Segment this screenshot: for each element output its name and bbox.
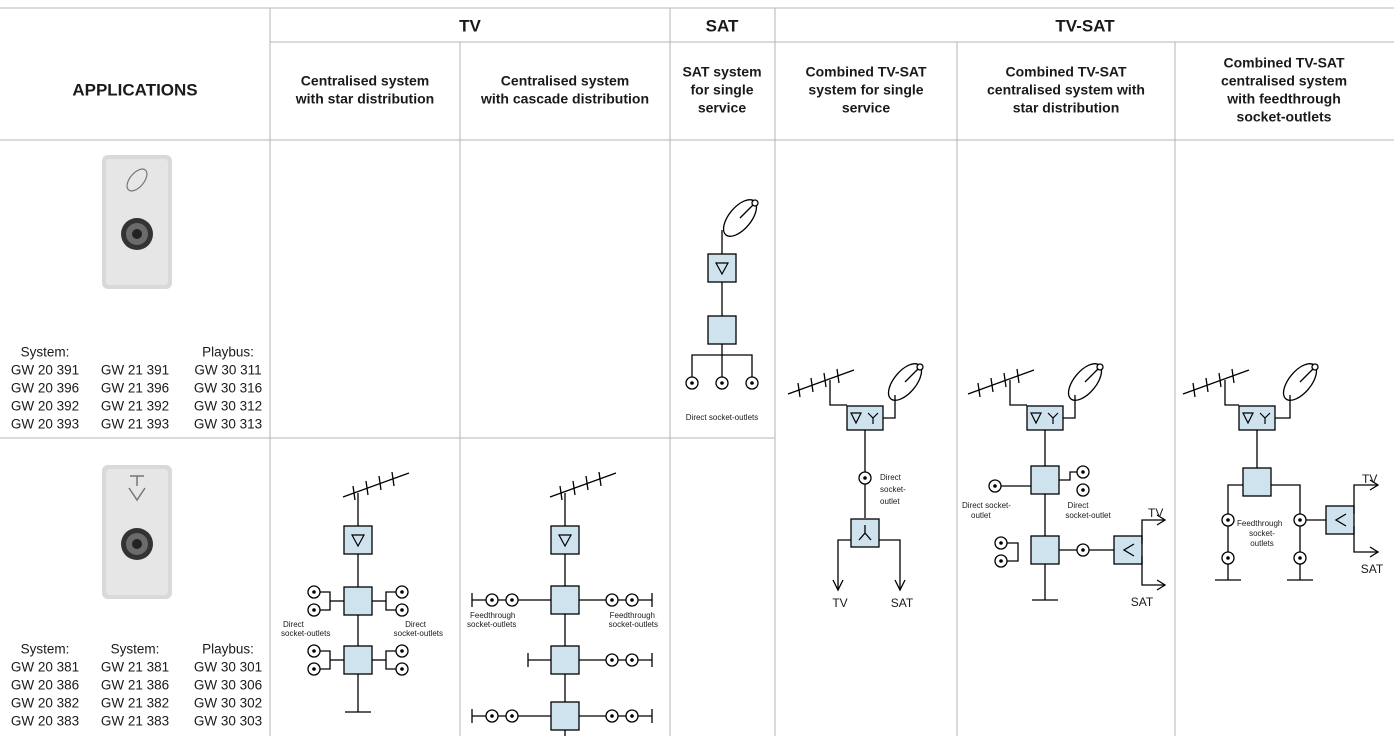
product-code: GW 30 312	[194, 399, 262, 414]
product-code: GW 30 311	[194, 363, 261, 378]
table: APPLICATIONS TV SAT TV-SAT Centralised s…	[0, 0, 1394, 736]
group-title: TV	[459, 16, 481, 35]
group-title: SAT	[706, 16, 739, 35]
page: APPLICATIONS TV SAT TV-SAT Centralised s…	[0, 0, 1394, 736]
column-title: system for single	[808, 82, 923, 98]
diagram-tv-star: Direct socket-outlets Direct socket-outl…	[281, 472, 443, 712]
column-title: with feedthrough	[1226, 91, 1341, 107]
product-code: GW 20 392	[11, 399, 79, 414]
label: TV	[1148, 506, 1163, 520]
group-title: TV-SAT	[1055, 16, 1115, 35]
product-code: Playbus:	[202, 345, 254, 360]
column-title: service	[698, 100, 746, 116]
label: socket-outlet	[1065, 511, 1111, 520]
product-code: GW 20 393	[11, 417, 79, 432]
label: Direct socket-	[962, 501, 1011, 510]
column-title: socket-outlets	[1237, 109, 1332, 125]
product-code: System:	[21, 345, 70, 360]
product-code: GW 21 386	[101, 678, 169, 693]
product-code: GW 30 303	[194, 714, 262, 729]
product-code: System:	[21, 642, 70, 657]
product-code: GW 20 382	[11, 696, 79, 711]
product-code: System:	[111, 642, 160, 657]
product-code: GW 30 301	[194, 660, 262, 675]
label: outlets	[1250, 539, 1274, 548]
column-title: star distribution	[1013, 100, 1120, 116]
header-title: APPLICATIONS	[72, 80, 197, 99]
column-title: Combined TV-SAT	[805, 64, 927, 80]
product-code: GW 21 391	[101, 363, 169, 378]
product-code: GW 21 381	[101, 660, 169, 675]
label: Feedthrough	[470, 611, 515, 620]
column-title: SAT system	[682, 64, 761, 80]
column-title: service	[842, 100, 890, 116]
label: Feedthrough	[610, 611, 655, 620]
product-code: GW 20 391	[11, 363, 79, 378]
label: Feedthrough	[1237, 519, 1282, 528]
label: TV	[832, 596, 847, 610]
label: Direct	[1068, 501, 1090, 510]
product-code: GW 20 383	[11, 714, 79, 729]
label: outlet	[971, 511, 991, 520]
column-title: Centralised system	[501, 73, 629, 89]
product-code: GW 21 383	[101, 714, 169, 729]
label: Direct	[283, 620, 305, 629]
product-code: GW 21 396	[101, 381, 169, 396]
column-title: centralised system with	[987, 82, 1145, 98]
diagram-tvsat-feed: Feedthrough socket- outlets TV SAT	[1183, 358, 1384, 580]
product-code: GW 30 306	[194, 678, 262, 693]
diagram-tvsat-star: Direct socket- outlet Direct socket-outl…	[962, 358, 1165, 609]
label: SAT	[891, 596, 914, 610]
product-code: GW 21 393	[101, 417, 169, 432]
product-code: GW 20 396	[11, 381, 79, 396]
label: socket-outlets	[394, 629, 443, 638]
diagram-sat-single: Direct socket-outlets	[686, 194, 763, 422]
column-title: for single	[690, 82, 753, 98]
column-title: with star distribution	[295, 91, 434, 107]
label: SAT	[1131, 595, 1154, 609]
diagram-tv-cascade: Feedthrough socket-outlets Feedthrough s…	[467, 472, 658, 736]
label: socket-outlets	[609, 620, 658, 629]
label: Direct	[405, 620, 427, 629]
product-code: GW 20 381	[11, 660, 79, 675]
product-code: GW 30 316	[194, 381, 262, 396]
label: SAT	[1361, 562, 1384, 576]
label: TV	[1362, 472, 1377, 486]
product-code: GW 21 392	[101, 399, 169, 414]
product-code: GW 20 386	[11, 678, 79, 693]
label: Direct	[880, 473, 902, 482]
product-image	[102, 155, 172, 289]
column-title: Combined TV-SAT	[1005, 64, 1127, 80]
label: outlet	[880, 497, 900, 506]
column-title: with cascade distribution	[480, 91, 649, 107]
label: socket-	[1249, 529, 1275, 538]
label: Direct socket-outlets	[686, 413, 758, 422]
label: socket-outlets	[281, 629, 330, 638]
product-code: Playbus:	[202, 642, 254, 657]
product-code: GW 30 313	[194, 417, 262, 432]
product-code: GW 30 302	[194, 696, 262, 711]
column-title: Centralised system	[301, 73, 429, 89]
column-title: Combined TV-SAT	[1223, 55, 1345, 71]
label: socket-	[880, 485, 906, 494]
product-code: GW 21 382	[101, 696, 169, 711]
column-title: centralised system	[1221, 73, 1347, 89]
label: socket-outlets	[467, 620, 516, 629]
diagram-tvsat-single: Direct socket- outlet TV SAT	[788, 358, 928, 610]
